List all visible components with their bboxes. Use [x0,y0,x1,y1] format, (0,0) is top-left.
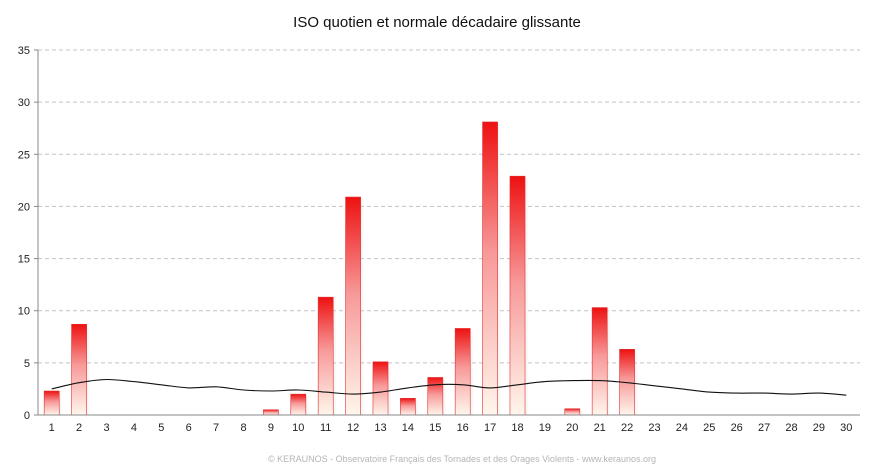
x-tick-label: 5 [158,422,164,434]
bar [290,393,307,416]
y-tick-label: 0 [24,410,30,422]
x-tick-label: 17 [484,422,496,434]
bar [482,121,498,416]
x-tick-label: 7 [213,422,219,434]
x-tick-label: 26 [731,422,743,434]
x-tick-label: 12 [347,422,359,434]
bar [454,328,471,416]
x-tick-label: 9 [268,422,274,434]
y-tick-label: 25 [18,149,30,161]
x-tick-label: 22 [621,422,633,434]
bar [400,398,416,416]
y-tick-label: 5 [24,358,30,370]
bar [263,409,279,416]
chart-footer: © KERAUNOS - Observatoire Français des T… [268,454,656,464]
x-tick-label: 23 [648,422,660,434]
line-layer [51,378,847,396]
x-tick-label: 10 [292,422,304,434]
bar [71,323,87,416]
x-tick-label: 28 [785,422,797,434]
y-tick-label: 20 [18,201,30,213]
y-tick-label: 15 [18,254,30,266]
bar [317,296,334,416]
x-tick-label: 30 [840,422,852,434]
x-tick-label: 24 [676,422,688,434]
x-tick-label: 27 [758,422,770,434]
bar [591,307,608,416]
x-tick-label: 13 [374,422,386,434]
y-tick-label: 35 [18,45,30,57]
normal-line [51,378,847,396]
y-tick-label: 10 [18,306,30,318]
bar [427,377,444,416]
x-tick-label: 16 [457,422,469,434]
x-tick-label: 15 [429,422,441,434]
x-tick-label: 19 [539,422,551,434]
x-tick-label: 3 [103,422,109,434]
x-tick-label: 4 [131,422,137,434]
bar [564,408,581,416]
bar [43,390,60,416]
bar [509,175,526,416]
y-tick-label: 30 [18,97,30,109]
x-tick-label: 1 [49,422,55,434]
x-tick-label: 25 [703,422,715,434]
x-tick-label: 20 [566,422,578,434]
x-tick-label: 2 [76,422,82,434]
chart-title: ISO quotien et normale décadaire glissan… [293,14,581,31]
x-tick-label: 8 [240,422,246,434]
x-tick-label: 11 [320,422,331,434]
bar [345,196,361,416]
bar [372,361,389,416]
x-tick-label: 29 [813,422,825,434]
x-tick-label: 21 [594,422,606,434]
x-tick-label: 14 [402,422,414,434]
x-tick-label: 18 [511,422,523,434]
grid-layer [38,49,860,364]
x-tick-label: 6 [186,422,192,434]
bar-layer [43,121,638,416]
